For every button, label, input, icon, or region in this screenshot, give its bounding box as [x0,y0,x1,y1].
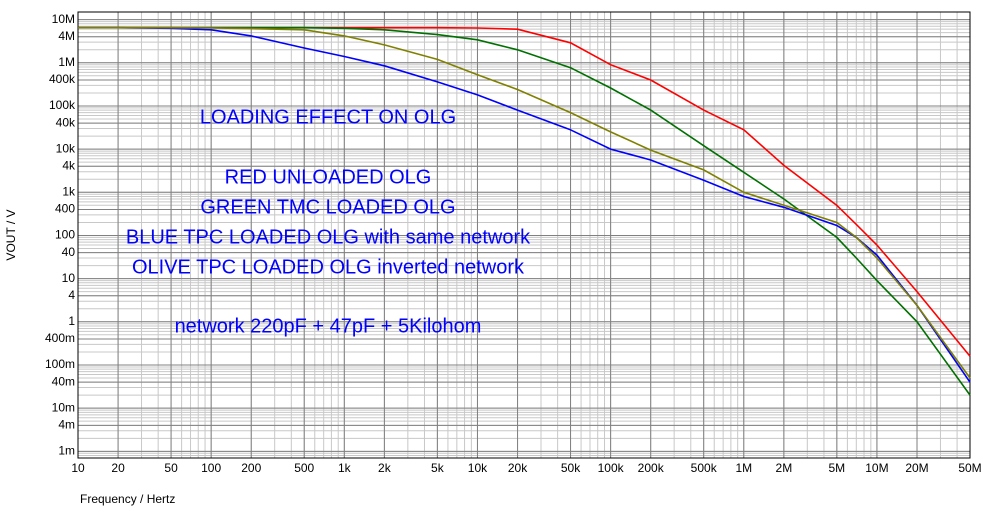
series-line [78,26,971,379]
y-tick-label: 1M [58,55,75,69]
x-tick-label: 10 [71,461,85,475]
annotation: LOADING EFFECT ON OLG [200,106,456,128]
y-tick-label: 400k [49,72,76,86]
x-tick-label: 5k [431,461,445,475]
y-tick-label: 100 [55,228,75,242]
series-line [78,26,971,383]
x-axis-label: Frequency / Hertz [80,492,175,506]
annotation: network 220pF + 47pF + 5Kilohom [175,315,482,337]
y-tick-label: 40k [56,115,76,129]
y-tick-label: 400 [55,202,75,216]
x-tick-label: 200k [638,461,665,475]
x-tick-label: 1k [338,461,352,475]
annotation: GREEN TMC LOADED OLG [200,196,455,218]
y-tick-label: 100m [45,357,75,371]
x-tick-label: 100 [201,461,221,475]
x-tick-label: 20k [508,461,528,475]
x-tick-label: 20M [905,461,928,475]
y-tick-label: 4M [58,29,75,43]
x-tick-label: 5M [829,461,846,475]
x-tick-label: 10M [865,461,888,475]
x-tick-label: 50 [164,461,178,475]
y-tick-label: 40 [62,245,76,259]
x-tick-label: 200 [241,461,261,475]
y-tick-label: 1k [62,184,76,198]
annotation: RED UNLOADED OLG [225,166,432,188]
annotation: OLIVE TPC LOADED OLG inverted network [132,256,525,278]
y-tick-label: 40m [52,374,75,388]
y-tick-label: 10M [52,12,75,26]
x-tick-label: 500k [691,461,718,475]
x-tick-label: 2k [378,461,392,475]
y-tick-label: 100k [49,98,76,112]
y-tick-label: 1 [68,314,75,328]
y-tick-label: 10m [52,400,75,414]
annotation: BLUE TPC LOADED OLG with same network [126,226,531,248]
x-tick-label: 500 [294,461,314,475]
y-tick-label: 4 [68,288,75,302]
x-tick-label: 50k [561,461,581,475]
x-tick-label: 1M [735,461,752,475]
y-axis-label: VOUT / V [4,209,18,260]
y-tick-label: 10 [62,271,76,285]
x-tick-label: 100k [598,461,625,475]
x-tick-label: 2M [776,461,793,475]
y-tick-label: 10k [56,141,76,155]
x-tick-label: 20 [111,461,125,475]
y-tick-label: 400m [45,331,75,345]
x-tick-label: 10k [468,461,488,475]
y-tick-label: 1m [58,443,75,457]
x-tick-label: 50M [958,461,981,475]
plot-frame [77,11,971,459]
y-tick-label: 4k [62,158,76,172]
y-tick-label: 4m [58,417,75,431]
